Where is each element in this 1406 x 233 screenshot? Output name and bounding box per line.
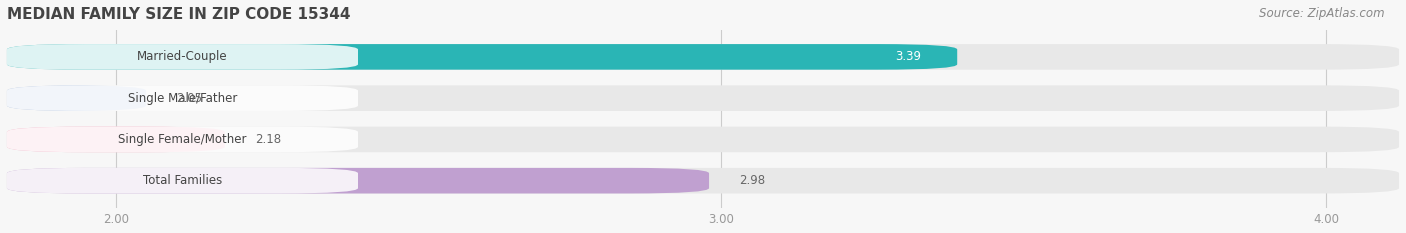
- FancyBboxPatch shape: [7, 44, 957, 70]
- Text: 2.98: 2.98: [740, 174, 765, 187]
- Text: 2.18: 2.18: [254, 133, 281, 146]
- Text: Single Female/Mother: Single Female/Mother: [118, 133, 246, 146]
- FancyBboxPatch shape: [7, 168, 1399, 193]
- FancyBboxPatch shape: [7, 44, 1399, 70]
- Text: Married-Couple: Married-Couple: [138, 50, 228, 63]
- FancyBboxPatch shape: [7, 85, 1399, 111]
- Text: Source: ZipAtlas.com: Source: ZipAtlas.com: [1260, 7, 1385, 20]
- FancyBboxPatch shape: [7, 127, 225, 152]
- Text: 2.05: 2.05: [176, 92, 202, 105]
- FancyBboxPatch shape: [7, 127, 1399, 152]
- FancyBboxPatch shape: [7, 168, 359, 193]
- FancyBboxPatch shape: [7, 168, 709, 193]
- Text: Single Male/Father: Single Male/Father: [128, 92, 238, 105]
- FancyBboxPatch shape: [7, 127, 359, 152]
- Text: Total Families: Total Families: [143, 174, 222, 187]
- FancyBboxPatch shape: [7, 85, 359, 111]
- FancyBboxPatch shape: [7, 44, 359, 70]
- Text: MEDIAN FAMILY SIZE IN ZIP CODE 15344: MEDIAN FAMILY SIZE IN ZIP CODE 15344: [7, 7, 350, 22]
- FancyBboxPatch shape: [7, 85, 146, 111]
- Text: 3.39: 3.39: [894, 50, 921, 63]
